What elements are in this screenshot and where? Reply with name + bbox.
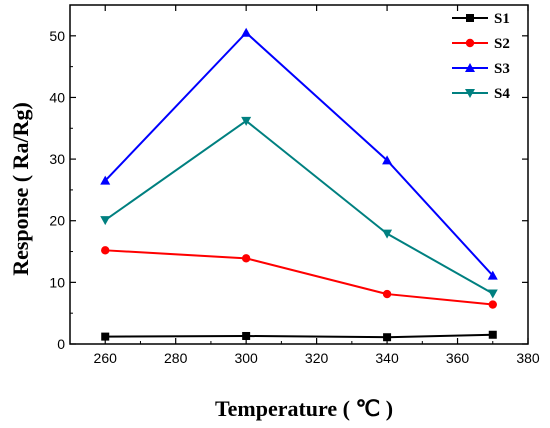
y-axis-label: Response ( Ra/Rg) <box>8 102 33 276</box>
x-tick-label: 320 <box>305 350 329 366</box>
legend-item-s3: S3 <box>452 61 510 77</box>
legend-label: S1 <box>494 11 510 27</box>
series-layer <box>100 27 498 342</box>
data-point <box>101 246 110 255</box>
data-point <box>101 332 110 341</box>
legend-marker <box>465 38 475 48</box>
x-axis-label: Temperature ( ℃ ) <box>215 396 393 421</box>
data-point <box>487 289 498 299</box>
series-s3 <box>100 27 498 280</box>
legend-marker <box>465 89 475 98</box>
series-line <box>105 249 493 306</box>
data-point <box>241 27 252 37</box>
y-tick-label: 0 <box>57 336 65 352</box>
data-point <box>100 216 111 226</box>
data-point <box>382 289 392 299</box>
legend-marker <box>465 63 475 72</box>
legend-marker <box>466 14 474 22</box>
series-line <box>104 31 494 277</box>
series-line <box>104 119 494 295</box>
data-point <box>242 331 251 340</box>
plot-frame <box>69 4 529 345</box>
y-tick-label: 10 <box>49 274 65 290</box>
series-line <box>105 333 493 339</box>
data-point <box>241 116 252 126</box>
series-s4 <box>100 116 498 299</box>
x-tick-label: 280 <box>164 350 188 366</box>
legend-label: S4 <box>494 86 510 102</box>
legend-label: S3 <box>494 61 510 77</box>
series-s1 <box>101 330 497 342</box>
y-tick-label: 30 <box>49 151 65 167</box>
data-point <box>487 270 498 280</box>
data-point <box>488 330 497 339</box>
legend-item-s4: S4 <box>452 86 510 102</box>
data-point <box>100 175 111 185</box>
series-s2 <box>101 246 497 309</box>
data-point <box>488 300 497 309</box>
x-tick-label: 260 <box>94 350 118 366</box>
y-tick-label: 40 <box>49 89 65 105</box>
y-tick-label: 20 <box>49 213 65 229</box>
data-point <box>382 155 393 165</box>
data-point <box>382 229 393 239</box>
x-tick-label: 380 <box>516 350 540 366</box>
y-tick-label: 50 <box>49 28 65 44</box>
legend-item-s2: S2 <box>452 36 510 52</box>
x-tick-label: 300 <box>234 350 258 366</box>
x-tick-label: 340 <box>375 350 399 366</box>
legend-item-s1: S1 <box>452 11 510 27</box>
data-point <box>241 254 251 263</box>
legend-label: S2 <box>494 36 510 52</box>
axes: 260 280 300 320 340 360 380 0 10 20 30 40 50 <box>49 4 540 366</box>
x-tick-label: 360 <box>446 350 470 366</box>
data-point <box>383 333 392 342</box>
legend: S1 S2 S3 S4 <box>452 11 510 102</box>
